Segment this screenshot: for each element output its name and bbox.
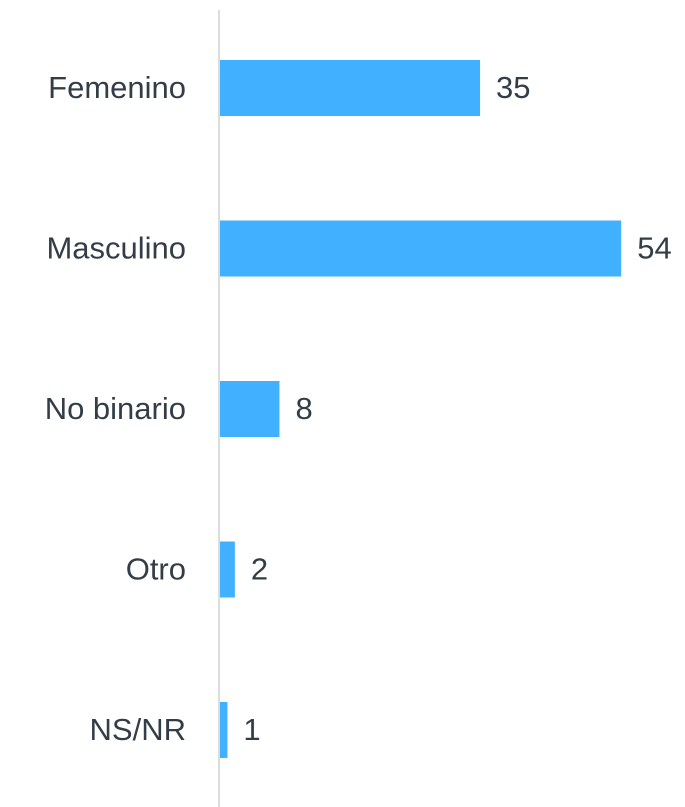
category-label: No binario <box>45 391 186 426</box>
category-label: Otro <box>126 552 186 587</box>
value-label: 8 <box>295 391 312 426</box>
category-label: NS/NR <box>90 712 186 747</box>
category-label: Femenino <box>48 70 186 105</box>
value-label: 1 <box>243 712 260 747</box>
bar <box>220 381 280 437</box>
bar <box>220 702 228 758</box>
bar <box>220 60 481 116</box>
bar <box>220 220 622 277</box>
value-label: 54 <box>637 231 671 266</box>
bar <box>220 541 235 598</box>
value-label: 2 <box>251 552 268 587</box>
category-label: Masculino <box>46 231 186 266</box>
value-label: 35 <box>496 70 530 105</box>
